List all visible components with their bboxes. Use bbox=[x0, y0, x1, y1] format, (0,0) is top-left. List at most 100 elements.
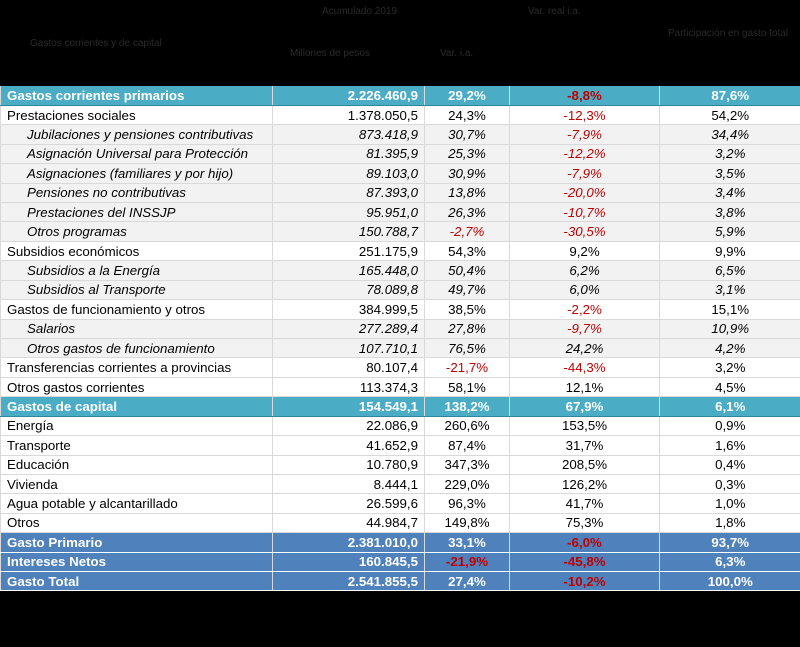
row-nominal-var: 27,4% bbox=[424, 571, 510, 592]
table-row: Otros gastos corrientes 113.374,3 58,1% 12,… bbox=[0, 377, 800, 398]
expenditure-table: Gastos corrientes primarios 2.226.460,9 29… bbox=[0, 86, 800, 592]
row-share: 5,9% bbox=[659, 221, 800, 242]
row-label: Agua potable y alcantarillado bbox=[0, 493, 273, 514]
row-real-var: 9,2% bbox=[509, 241, 660, 262]
table-row: Otros 44.984,7 149,8% 75,3% 1,8% bbox=[0, 513, 800, 534]
row-share: 0,3% bbox=[659, 474, 800, 495]
row-label: Otros programas bbox=[0, 221, 273, 242]
table-row: Asignación Universal para Protección 81.3… bbox=[0, 144, 800, 165]
header-var: Var. i.a. bbox=[440, 48, 474, 59]
row-label: Prestaciones del INSSJP bbox=[0, 202, 273, 223]
row-amount: 113.374,3 bbox=[272, 377, 425, 398]
row-real-var: 6,0% bbox=[509, 280, 660, 301]
row-label: Subsidios a la Energía bbox=[0, 260, 273, 281]
row-nominal-var: 25,3% bbox=[424, 144, 510, 165]
row-nominal-var: 27,8% bbox=[424, 319, 510, 339]
row-real-var: -30,5% bbox=[509, 221, 660, 242]
row-nominal-var: 38,5% bbox=[424, 299, 510, 320]
table-row: Transferencias corrientes a provincias 80… bbox=[0, 357, 800, 378]
row-real-var: 6,2% bbox=[509, 260, 660, 281]
table-header: Gastos corrientes y de capital Acumulado… bbox=[0, 0, 800, 86]
row-share: 3,5% bbox=[659, 163, 800, 184]
row-share: 3,8% bbox=[659, 202, 800, 223]
row-nominal-var: 49,7% bbox=[424, 280, 510, 301]
table-row: Gastos corrientes primarios 2.226.460,9 29… bbox=[0, 86, 800, 106]
header-real-var: Var. real i.a. bbox=[528, 6, 581, 17]
row-amount: 89.103,0 bbox=[272, 163, 425, 184]
row-share: 3,2% bbox=[659, 357, 800, 378]
row-share: 93,7% bbox=[659, 532, 800, 553]
row-share: 3,4% bbox=[659, 183, 800, 204]
row-real-var: -7,9% bbox=[509, 124, 660, 145]
row-share: 0,9% bbox=[659, 416, 800, 437]
row-amount: 78.089,8 bbox=[272, 280, 425, 301]
row-nominal-var: 229,0% bbox=[424, 474, 510, 495]
row-nominal-var: 149,8% bbox=[424, 513, 510, 534]
row-real-var: -8,8% bbox=[509, 86, 660, 106]
row-amount: 10.780,9 bbox=[272, 455, 425, 475]
row-real-var: -12,2% bbox=[509, 144, 660, 165]
row-real-var: -6,0% bbox=[509, 532, 660, 553]
table-row: Asignaciones (familiares y por hijo) 89.1… bbox=[0, 163, 800, 184]
row-real-var: -10,7% bbox=[509, 202, 660, 223]
row-share: 1,0% bbox=[659, 493, 800, 514]
row-amount: 107.710,1 bbox=[272, 338, 425, 359]
row-amount: 41.652,9 bbox=[272, 435, 425, 456]
row-real-var: -12,3% bbox=[509, 105, 660, 126]
row-label: Pensiones no contributivas bbox=[0, 183, 273, 204]
row-label: Prestaciones sociales bbox=[0, 105, 273, 126]
row-label: Otros gastos corrientes bbox=[0, 377, 273, 398]
row-amount: 384.999,5 bbox=[272, 299, 425, 320]
row-nominal-var: 347,3% bbox=[424, 455, 510, 475]
header-concept: Gastos corrientes y de capital bbox=[30, 38, 162, 49]
table-row: Educación 10.780,9 347,3% 208,5% 0,4% bbox=[0, 455, 800, 475]
row-nominal-var: 87,4% bbox=[424, 435, 510, 456]
table-row: Prestaciones del INSSJP 95.951,0 26,3% -10,… bbox=[0, 202, 800, 223]
row-nominal-var: 26,3% bbox=[424, 202, 510, 223]
row-label: Otros bbox=[0, 513, 273, 534]
row-label: Educación bbox=[0, 455, 273, 475]
row-nominal-var: -21,9% bbox=[424, 552, 510, 573]
row-amount: 251.175,9 bbox=[272, 241, 425, 262]
row-nominal-var: 260,6% bbox=[424, 416, 510, 437]
row-label: Intereses Netos bbox=[0, 552, 273, 573]
row-label: Transporte bbox=[0, 435, 273, 456]
row-label: Subsidios al Transporte bbox=[0, 280, 273, 301]
row-real-var: 24,2% bbox=[509, 338, 660, 359]
row-share: 87,6% bbox=[659, 86, 800, 106]
row-share: 6,1% bbox=[659, 396, 800, 417]
row-share: 4,2% bbox=[659, 338, 800, 359]
row-label: Salarios bbox=[0, 319, 273, 339]
row-label: Asignación Universal para Protección bbox=[0, 144, 273, 165]
row-label: Gastos de funcionamiento y otros bbox=[0, 299, 273, 320]
table-row: Subsidios a la Energía 165.448,0 50,4% 6,2%… bbox=[0, 260, 800, 281]
table-row: Intereses Netos 160.845,5 -21,9% -45,8% 6,3% bbox=[0, 552, 800, 573]
row-nominal-var: 13,8% bbox=[424, 183, 510, 204]
table-row: Pensiones no contributivas 87.393,0 13,8% -… bbox=[0, 183, 800, 204]
row-real-var: 67,9% bbox=[509, 396, 660, 417]
header-share: Participación en gasto total bbox=[668, 28, 789, 39]
row-real-var: -7,9% bbox=[509, 163, 660, 184]
row-label: Vivienda bbox=[0, 474, 273, 495]
row-nominal-var: 33,1% bbox=[424, 532, 510, 553]
row-amount: 95.951,0 bbox=[272, 202, 425, 223]
row-real-var: -9,7% bbox=[509, 319, 660, 339]
row-share: 0,4% bbox=[659, 455, 800, 475]
table-row: Agua potable y alcantarillado 26.599,6 96,… bbox=[0, 493, 800, 514]
row-real-var: 153,5% bbox=[509, 416, 660, 437]
row-share: 10,9% bbox=[659, 319, 800, 339]
row-share: 3,1% bbox=[659, 280, 800, 301]
header-millions: Millones de pesos bbox=[290, 48, 371, 59]
row-nominal-var: 29,2% bbox=[424, 86, 510, 106]
row-real-var: -10,2% bbox=[509, 571, 660, 592]
row-label: Jubilaciones y pensiones contributivas bbox=[0, 124, 273, 145]
row-amount: 277.289,4 bbox=[272, 319, 425, 339]
row-amount: 150.788,7 bbox=[272, 221, 425, 242]
table-row: Prestaciones sociales 1.378.050,5 24,3% -12… bbox=[0, 105, 800, 126]
row-amount: 2.541.855,5 bbox=[272, 571, 425, 592]
row-share: 4,5% bbox=[659, 377, 800, 398]
row-share: 6,3% bbox=[659, 552, 800, 573]
row-amount: 165.448,0 bbox=[272, 260, 425, 281]
row-share: 1,6% bbox=[659, 435, 800, 456]
table-row: Gastos de funcionamiento y otros 384.999,… bbox=[0, 299, 800, 320]
